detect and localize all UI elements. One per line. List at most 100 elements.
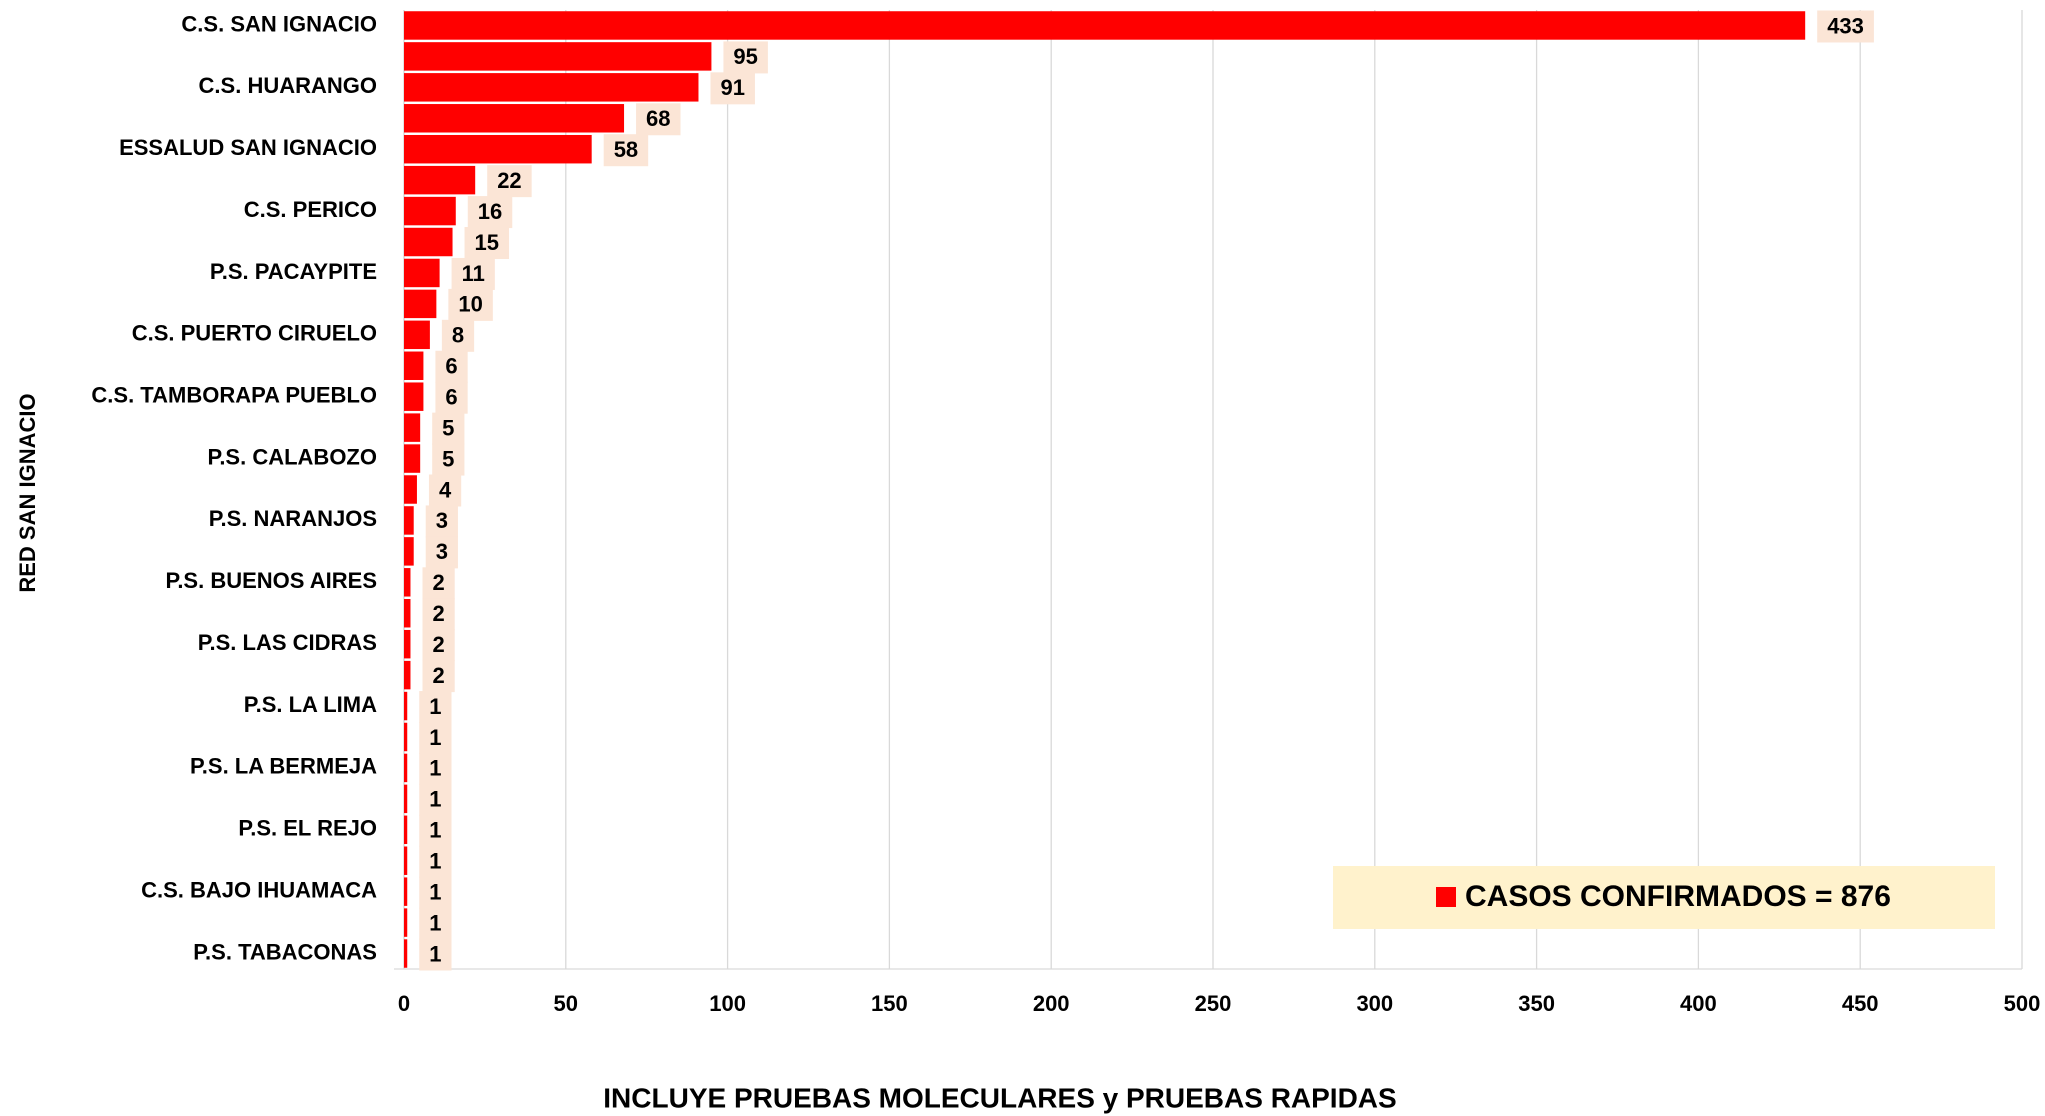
bar: [404, 939, 408, 968]
bar: [404, 753, 408, 783]
data-label: 3: [436, 539, 448, 564]
data-label-box: [723, 41, 768, 74]
data-label: 16: [478, 199, 502, 224]
bar: [404, 73, 699, 102]
bar: [404, 258, 440, 288]
data-label: 5: [442, 446, 454, 471]
data-label: 95: [733, 44, 757, 69]
data-label-box: [428, 474, 462, 507]
bar: [404, 660, 411, 690]
data-label-box: [425, 505, 458, 538]
x-tick-label: 450: [1842, 991, 1879, 1016]
data-label: 6: [445, 385, 457, 410]
bar: [404, 134, 592, 164]
data-label-box: [419, 752, 452, 785]
data-label: 8: [452, 323, 464, 348]
data-label-box: [422, 598, 455, 631]
y-tick-label: P.S. TABACONAS: [193, 939, 377, 964]
data-label: 4: [439, 477, 452, 502]
bar: [404, 104, 625, 133]
data-label-box: [603, 134, 649, 167]
x-tick-label: 50: [554, 991, 578, 1016]
bar: [404, 289, 437, 319]
bar: [404, 227, 453, 257]
y-tick-label: C.S. BAJO IHUAMACA: [141, 877, 377, 902]
y-tick-label: P.S. CALABOZO: [207, 444, 377, 469]
x-axis-title: INCLUYE PRUEBAS MOLECULARES y PRUEBAS RA…: [603, 1082, 1396, 1113]
bar: [404, 413, 421, 442]
data-label-box: [419, 721, 452, 754]
data-label-box: [464, 227, 510, 260]
data-label-box: [435, 350, 468, 383]
bar: [404, 846, 408, 875]
data-label: 1: [429, 694, 441, 719]
data-label: 58: [614, 137, 638, 162]
data-label-box: [487, 165, 532, 198]
data-label-box: [710, 72, 755, 105]
data-label: 5: [442, 415, 454, 440]
x-tick-label: 300: [1356, 991, 1393, 1016]
data-label: 1: [429, 849, 441, 874]
bar: [404, 11, 1806, 40]
data-label: 3: [436, 508, 448, 533]
data-label-box: [636, 103, 681, 136]
data-label: 1: [429, 941, 441, 966]
data-label: 1: [429, 725, 441, 750]
data-label: 91: [720, 75, 744, 100]
x-tick-label: 0: [398, 991, 410, 1016]
y-tick-label: ESSALUD SAN IGNACIO: [119, 135, 377, 160]
y-tick-label: P.S. EL REJO: [238, 816, 377, 841]
data-label-box: [451, 257, 495, 290]
x-tick-label: 100: [709, 991, 746, 1016]
bar: [404, 475, 417, 504]
bar: [404, 908, 408, 937]
y-tick-label: C.S. HUARANGO: [199, 73, 377, 98]
data-label: 68: [646, 106, 670, 131]
bar: [404, 784, 408, 814]
y-tick-label: P.S. LAS CIDRAS: [198, 630, 377, 655]
data-label: 1: [429, 910, 441, 935]
bar: [404, 537, 414, 566]
y-tick-label: P.S. NARANJOS: [209, 506, 377, 531]
bar: [404, 165, 476, 195]
bar: [404, 351, 424, 380]
data-label-box: [435, 381, 468, 414]
data-label: 2: [432, 632, 444, 657]
x-tick-label: 400: [1680, 991, 1717, 1016]
data-label-box: [432, 443, 465, 476]
data-label: 2: [432, 601, 444, 626]
y-tick-label: C.S. PUERTO CIRUELO: [132, 321, 377, 346]
x-tick-label: 150: [871, 991, 908, 1016]
y-tick-label: P.S. BUENOS AIRES: [165, 568, 377, 593]
data-label: 2: [432, 570, 444, 595]
bar: [404, 444, 421, 473]
data-label-box: [425, 536, 458, 569]
data-label: 2: [432, 663, 444, 688]
data-label: 1: [429, 818, 441, 843]
y-tick-label: P.S. LA LIMA: [244, 692, 377, 717]
bar: [404, 599, 411, 628]
x-tick-label: 250: [1195, 991, 1232, 1016]
bar: [404, 506, 414, 535]
bar: [404, 629, 411, 659]
data-label-box: [419, 876, 452, 909]
y-tick-label: C.S. PERICO: [244, 197, 377, 222]
data-label-box: [1817, 10, 1874, 43]
x-tick-label: 500: [2004, 991, 2041, 1016]
y-tick-label: C.S. SAN IGNACIO: [181, 11, 377, 36]
x-tick-label: 350: [1518, 991, 1555, 1016]
data-label: 433: [1827, 13, 1864, 38]
data-label-box: [419, 691, 452, 724]
data-label-box: [467, 196, 513, 229]
data-label-box: [419, 907, 452, 940]
bar: [404, 196, 456, 226]
data-label: 10: [458, 292, 482, 317]
y-tick-label: P.S. PACAYPITE: [210, 259, 377, 284]
data-label-box: [422, 567, 455, 600]
data-label-box: [419, 814, 452, 847]
data-label-box: [419, 783, 452, 816]
data-label-box: [422, 629, 455, 662]
data-label: 11: [462, 261, 485, 286]
data-label: 1: [429, 756, 441, 781]
